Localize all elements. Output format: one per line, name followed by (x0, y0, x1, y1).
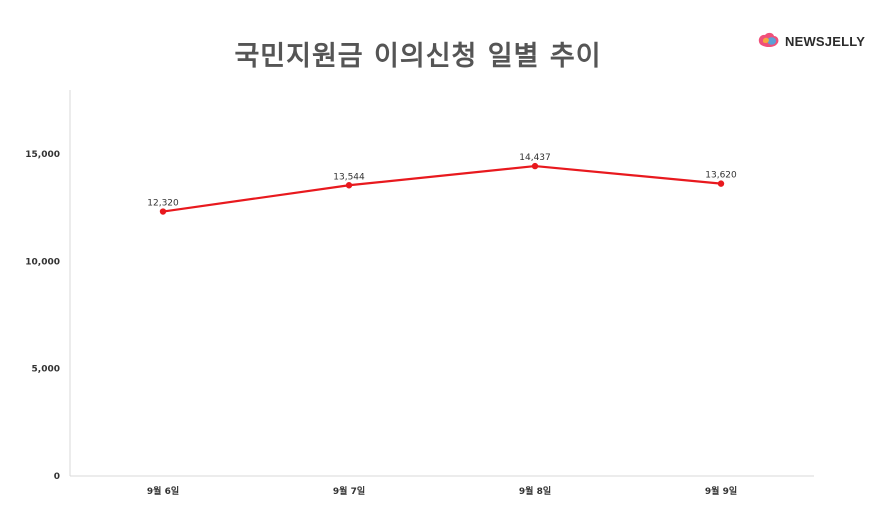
brand-logo: NEWSJELLY (757, 31, 865, 51)
x-tick-label: 9월 8일 (519, 485, 551, 497)
y-tick-label: 0 (54, 472, 60, 482)
y-tick-label: 5,000 (32, 365, 60, 375)
data-label: 14,437 (519, 153, 551, 163)
brand-name: NEWSJELLY (785, 33, 866, 49)
y-tick-label: 10,000 (25, 257, 60, 267)
data-point (159, 208, 167, 215)
x-tick-label: 9월 6일 (147, 485, 179, 497)
data-point (345, 182, 353, 189)
series-line (162, 164, 722, 213)
chart-title: 국민지원금 이의신청 일별 추이 (234, 41, 602, 72)
data-label: 13,544 (333, 172, 365, 182)
x-tick-label: 9월 7일 (333, 485, 365, 497)
data-label: 12,320 (147, 199, 179, 209)
data-point (717, 180, 725, 187)
x-tick-label: 9월 9일 (705, 485, 737, 497)
jelly-logo-icon (758, 32, 779, 47)
y-tick-label: 15,000 (25, 150, 60, 160)
data-label: 13,620 (705, 171, 737, 181)
data-point (531, 162, 539, 170)
